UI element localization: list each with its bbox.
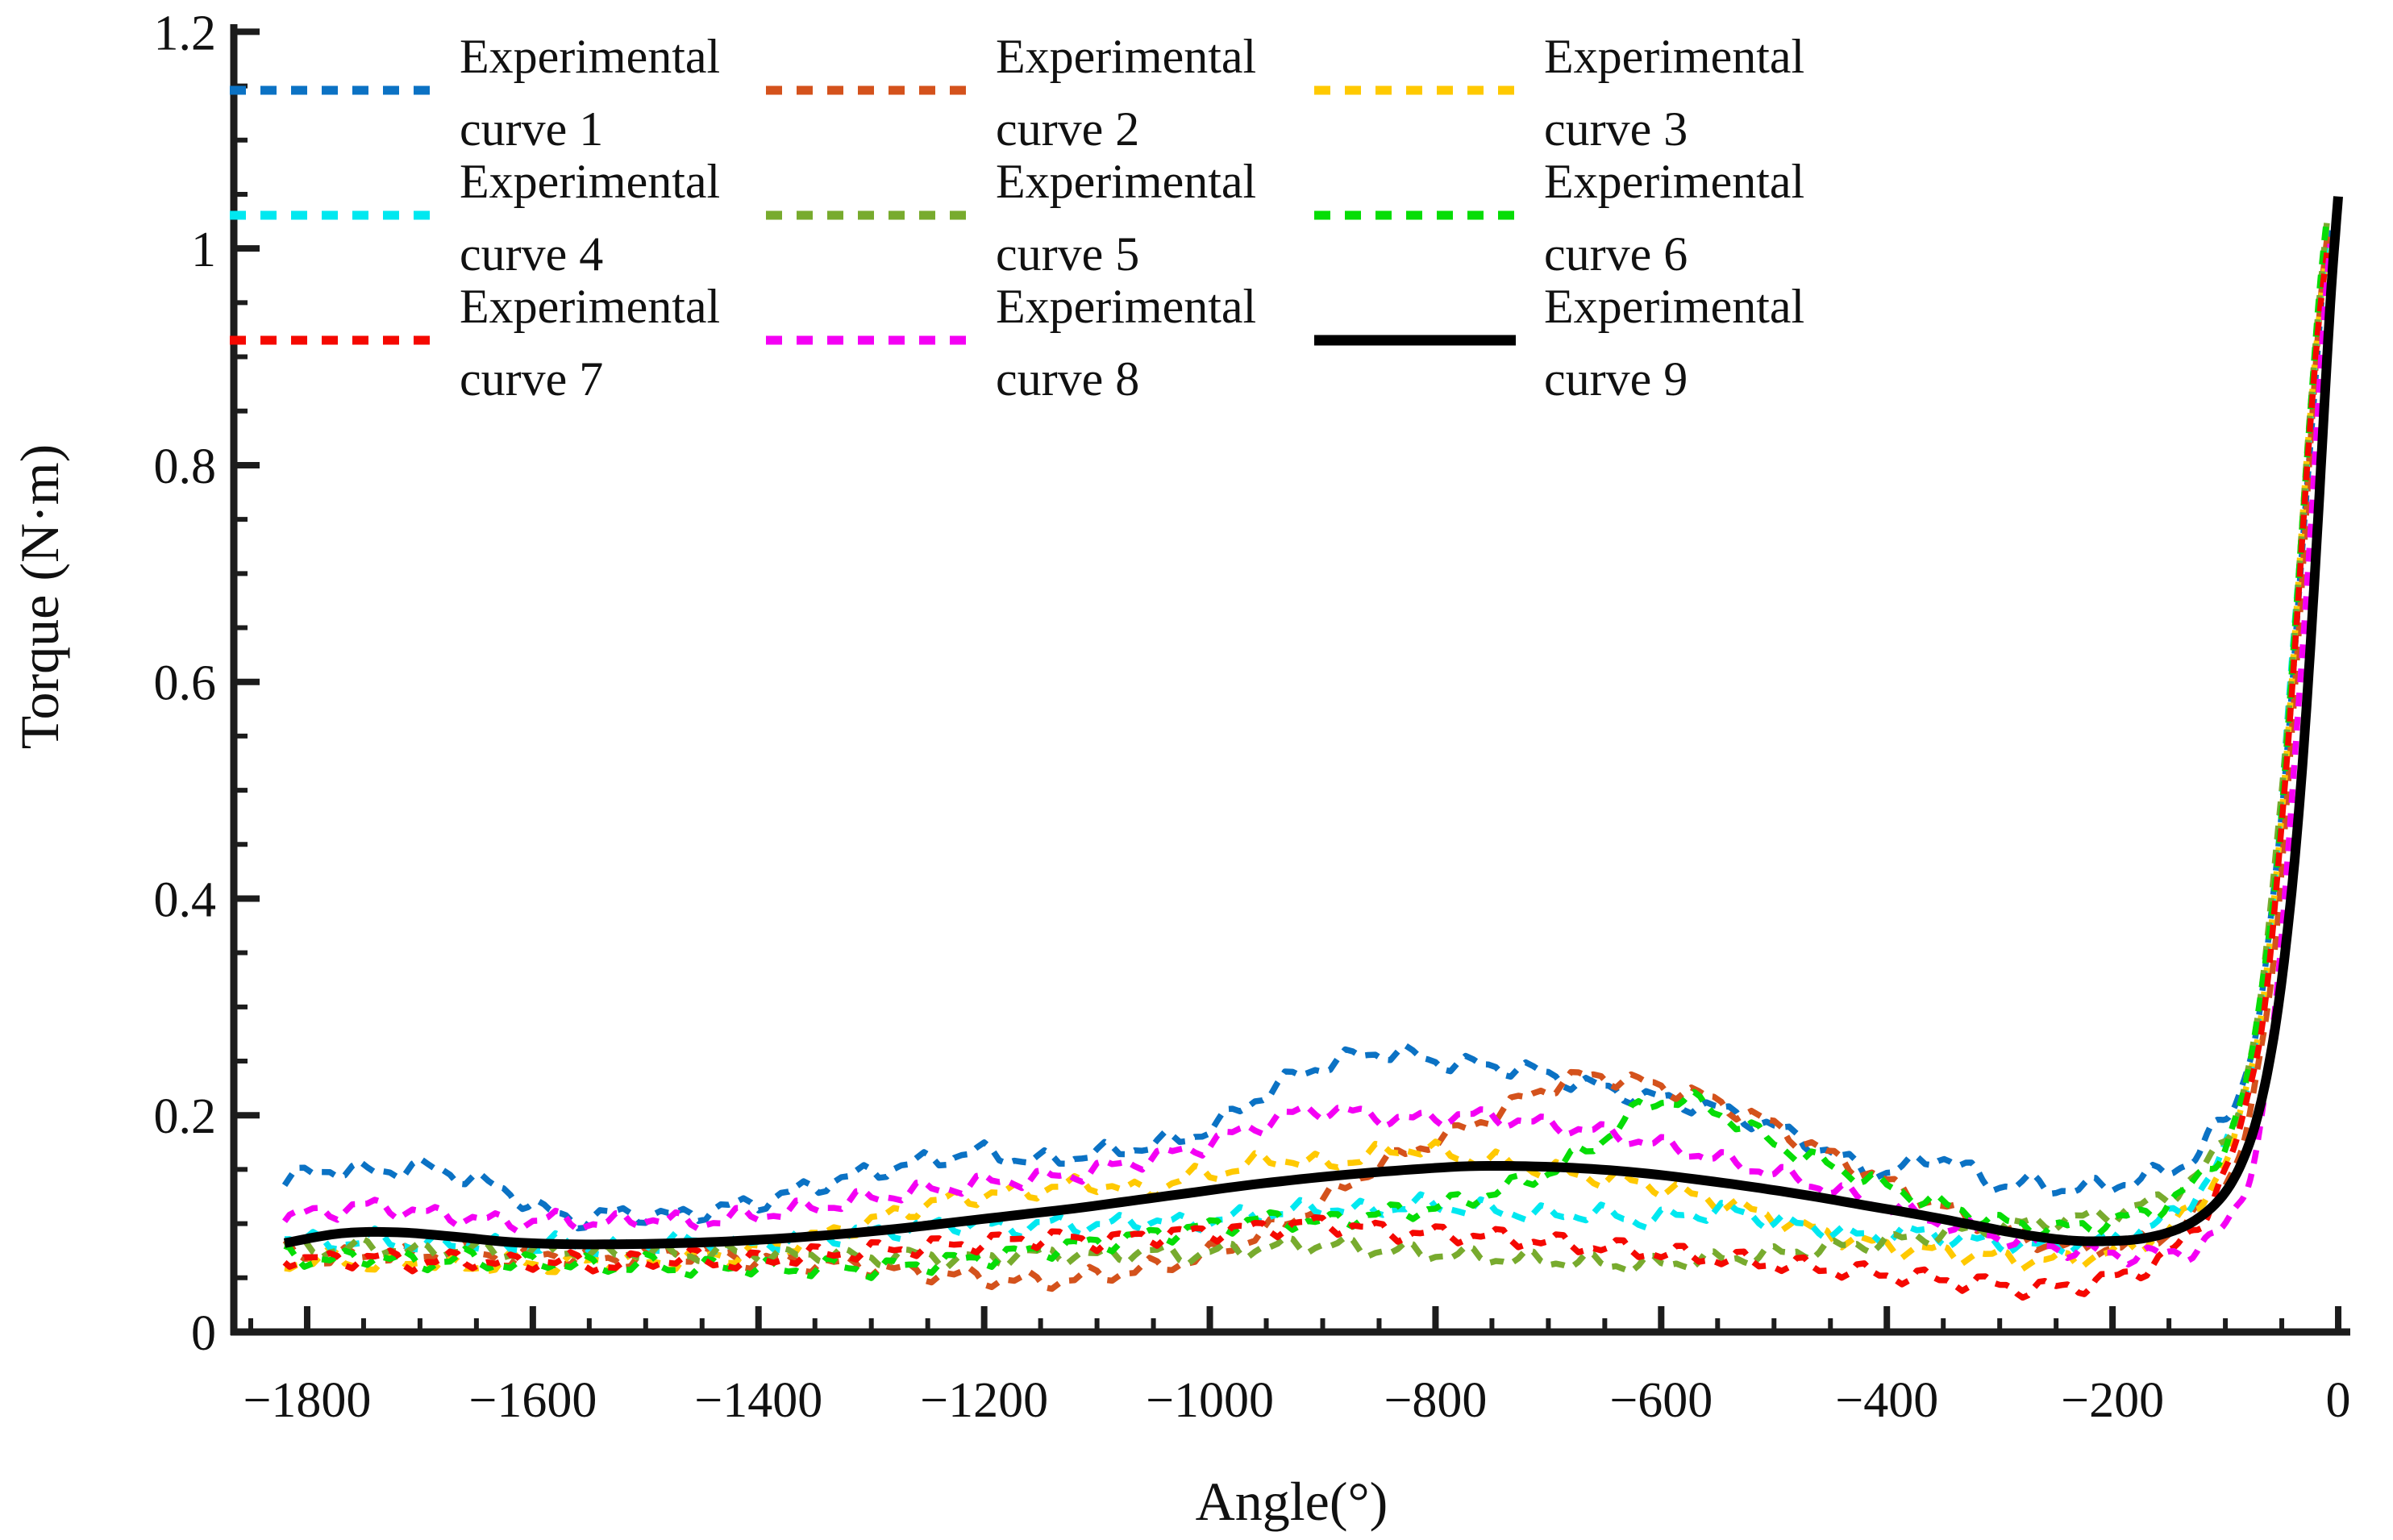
curve-6-path [283, 217, 2330, 1281]
curve-8-path [282, 243, 2333, 1268]
legend-label-line1: Experimental [460, 280, 720, 333]
legend-item-8: Experimental curve 8 [766, 280, 1256, 406]
x-tick-label: −1800 [243, 1373, 371, 1428]
x-tick-label: −1000 [1146, 1373, 1274, 1428]
legend-label-line2: curve 6 [1544, 227, 1688, 281]
legend-label-line1: Experimental [996, 30, 1256, 83]
x-tick-label: −600 [1609, 1373, 1713, 1428]
legend-item-7: Experimental curve 7 [230, 280, 720, 406]
y-tick-label: 0 [191, 1306, 216, 1361]
legend-item-2: Experimental curve 2 [766, 30, 1256, 156]
x-tick-label: −400 [1835, 1373, 1938, 1428]
legend-label-line1: Experimental [460, 30, 720, 83]
curve-1-path [281, 229, 2333, 1232]
axes-layer: −1800 −1600 −1400 −1200 −1000 −800 −600 −400 −20… [154, 6, 2351, 1428]
legend-label-line2: curve 8 [996, 352, 1139, 406]
x-tick-label: −1200 [920, 1373, 1048, 1428]
series-layer [281, 196, 2343, 1301]
x-axis-title: Angle(°) [1196, 1471, 1388, 1532]
legend-label-line1: Experimental [1544, 280, 1804, 333]
legend-label-line2: curve 1 [460, 102, 603, 156]
x-tick-label: −1400 [694, 1373, 822, 1428]
y-tick-label: 1 [191, 223, 216, 277]
y-tick-label: 0.6 [154, 656, 217, 711]
y-tick-label: 0.4 [154, 872, 217, 927]
legend-label-line1: Experimental [996, 280, 1256, 333]
legend-item-6: Experimental curve 6 [1314, 155, 1804, 281]
y-tick-label: 0.8 [154, 439, 217, 494]
legend-label-line1: Experimental [996, 155, 1256, 208]
legend-label-line1: Experimental [1544, 30, 1804, 83]
curve-7-path [282, 252, 2330, 1301]
x-tick-label: −200 [2061, 1373, 2164, 1428]
legend-item-9: Experimental curve 9 [1314, 280, 1804, 406]
legend-label-line2: curve 9 [1544, 352, 1688, 406]
curve-9-path [283, 196, 2343, 1250]
legend-label-line2: curve 4 [460, 227, 603, 281]
legend-item-5: Experimental curve 5 [766, 155, 1256, 281]
legend-label-line2: curve 3 [1544, 102, 1688, 156]
legend-item-4: Experimental curve 4 [230, 155, 720, 281]
curve-5-path [283, 222, 2330, 1276]
legend-item-1: Experimental curve 1 [230, 30, 720, 156]
y-tick-label: 1.2 [154, 6, 217, 60]
y-axis-title: Torque (N·m) [9, 444, 70, 750]
legend-label-line1: Experimental [1544, 155, 1804, 208]
legend-item-3: Experimental curve 3 [1314, 30, 1804, 156]
x-tick-label: −1600 [468, 1373, 597, 1428]
legend-label-line2: curve 5 [996, 227, 1139, 281]
legend-label-line1: Experimental [460, 155, 720, 208]
curve-2-path [282, 229, 2332, 1292]
x-tick-label: −800 [1384, 1373, 1487, 1428]
legend-label-line2: curve 7 [460, 352, 603, 406]
y-tick-label: 0.2 [154, 1089, 217, 1144]
legend-label-line2: curve 2 [996, 102, 1139, 156]
x-tick-label: 0 [2326, 1373, 2351, 1428]
